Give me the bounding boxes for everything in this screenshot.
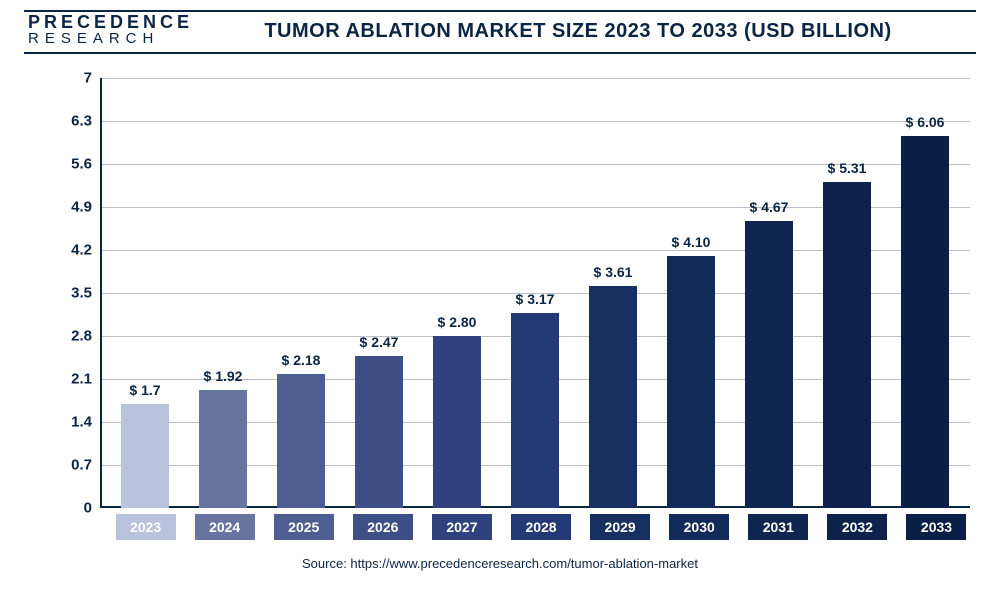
bar-slot: $ 2.47	[340, 334, 418, 508]
bar-value-label: $ 2.80	[438, 314, 477, 330]
bar	[901, 136, 949, 508]
bar-slot: $ 2.18	[262, 352, 340, 508]
chart-plot-area: 00.71.42.12.83.54.24.95.66.37 $ 1.7$ 1.9…	[100, 78, 970, 508]
x-tick-label: 2028	[511, 514, 571, 540]
x-tick-label: 2026	[353, 514, 413, 540]
x-tick-label: 2031	[748, 514, 808, 540]
bar	[199, 390, 247, 508]
bar-slot: $ 1.92	[184, 368, 262, 508]
logo-line2: RESEARCH	[28, 32, 193, 46]
bar	[121, 404, 169, 508]
y-tick: 4.2	[52, 242, 92, 259]
bar-slot: $ 4.10	[652, 234, 730, 508]
bars-container: $ 1.7 $ 1.92 $ 2.18 $ 2.47 $ 2.80 $ 3.17 $ 3.6…	[100, 78, 970, 508]
x-tick: 2031	[739, 514, 818, 540]
x-tick-label: 2032	[827, 514, 887, 540]
bar	[745, 221, 793, 508]
bar-value-label: $ 1.92	[204, 368, 243, 384]
y-tick: 2.1	[52, 371, 92, 388]
y-tick: 2.8	[52, 328, 92, 345]
x-tick: 2023	[106, 514, 185, 540]
y-tick: 7	[52, 70, 92, 87]
bar-value-label: $ 6.06	[906, 114, 945, 130]
bar-slot: $ 2.80	[418, 314, 496, 508]
y-tick: 3.5	[52, 285, 92, 302]
y-tick: 1.4	[52, 414, 92, 431]
x-tick-label: 2023	[116, 514, 176, 540]
bar-slot: $ 1.7	[106, 382, 184, 508]
bar	[355, 356, 403, 508]
logo-line1: PRECEDENCE	[28, 14, 193, 30]
bar-value-label: $ 2.47	[360, 334, 399, 350]
bar	[277, 374, 325, 508]
bar	[823, 182, 871, 508]
bar-slot: $ 4.67	[730, 199, 808, 508]
x-tick: 2029	[581, 514, 660, 540]
chart-title: TUMOR ABLATION MARKET SIZE 2023 TO 2033 …	[180, 12, 976, 53]
x-tick: 2024	[185, 514, 264, 540]
x-tick: 2026	[343, 514, 422, 540]
bar-slot: $ 6.06	[886, 114, 964, 508]
x-tick-label: 2027	[432, 514, 492, 540]
bar	[667, 256, 715, 508]
bar-value-label: $ 1.7	[129, 382, 160, 398]
source-text: Source: https://www.precedenceresearch.c…	[0, 556, 1000, 571]
bar	[433, 336, 481, 508]
x-tick-label: 2025	[274, 514, 334, 540]
y-tick: 6.3	[52, 113, 92, 130]
x-tick: 2032	[818, 514, 897, 540]
x-tick-labels: 2023 2024 2025 2026 2027 2028 2029 2030 2031 2032…	[100, 514, 982, 540]
title-rule-bottom	[24, 52, 976, 54]
x-tick: 2027	[422, 514, 501, 540]
y-tick: 4.9	[52, 199, 92, 216]
x-tick-label: 2033	[906, 514, 966, 540]
x-tick: 2033	[897, 514, 976, 540]
y-tick: 0	[52, 500, 92, 517]
bar-value-label: $ 2.18	[282, 352, 321, 368]
bar-value-label: $ 5.31	[828, 160, 867, 176]
x-tick-label: 2024	[195, 514, 255, 540]
bar-value-label: $ 4.10	[672, 234, 711, 250]
bar	[511, 313, 559, 508]
x-tick-label: 2030	[669, 514, 729, 540]
y-tick: 0.7	[52, 457, 92, 474]
x-tick-label: 2029	[590, 514, 650, 540]
y-tick: 5.6	[52, 156, 92, 173]
x-tick: 2025	[264, 514, 343, 540]
bar-value-label: $ 3.61	[594, 264, 633, 280]
bar-value-label: $ 3.17	[516, 291, 555, 307]
x-tick: 2030	[660, 514, 739, 540]
brand-logo: PRECEDENCE RESEARCH	[28, 14, 193, 46]
bar-slot: $ 3.61	[574, 264, 652, 508]
bar-value-label: $ 4.67	[750, 199, 789, 215]
x-tick: 2028	[501, 514, 580, 540]
bar-slot: $ 3.17	[496, 291, 574, 508]
bar	[589, 286, 637, 508]
bar-slot: $ 5.31	[808, 160, 886, 508]
